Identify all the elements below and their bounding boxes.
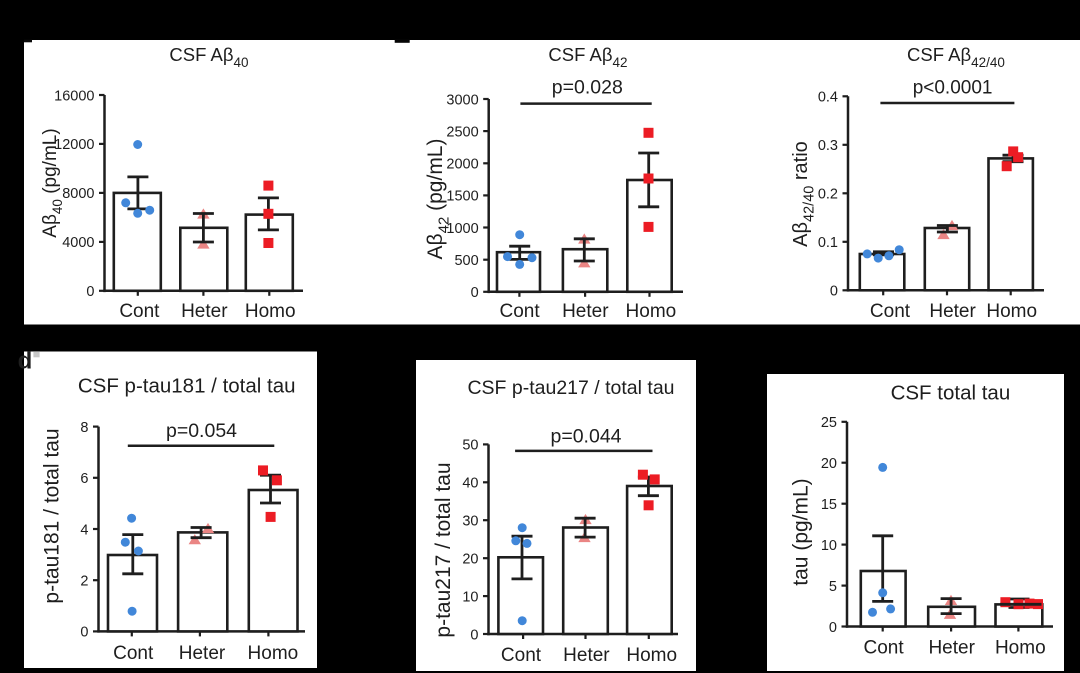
svg-text:p-tau181 / total tau: p-tau181 / total tau: [41, 428, 64, 603]
svg-text:Homo: Homo: [245, 301, 296, 322]
svg-text:CSF total tau: CSF total tau: [891, 382, 1011, 405]
svg-text:0.2: 0.2: [818, 187, 838, 203]
svg-text:Heter: Heter: [562, 301, 609, 322]
svg-text:500: 500: [454, 253, 478, 269]
svg-text:6: 6: [80, 471, 88, 487]
svg-text:0.4: 0.4: [818, 90, 838, 106]
svg-text:40: 40: [462, 476, 478, 492]
svg-text:Homo: Homo: [986, 301, 1037, 322]
svg-text:1000: 1000: [446, 221, 478, 237]
svg-text:2500: 2500: [446, 124, 478, 140]
svg-text:CSF p-tau217 / total tau: CSF p-tau217 / total tau: [467, 377, 674, 399]
svg-text:Heter: Heter: [563, 645, 610, 666]
svg-text:Homo: Homo: [248, 643, 299, 664]
svg-text:4000: 4000: [62, 235, 94, 251]
svg-text:Heter: Heter: [179, 643, 226, 664]
svg-text:1500: 1500: [446, 189, 478, 205]
svg-text:p=0.054: p=0.054: [166, 420, 237, 442]
svg-text:Homo: Homo: [626, 301, 677, 322]
svg-text:Homo: Homo: [995, 638, 1046, 659]
svg-text:0: 0: [830, 284, 838, 300]
svg-text:0: 0: [470, 627, 478, 643]
svg-text:8000: 8000: [62, 186, 94, 202]
svg-text:tau (pg/mL): tau (pg/mL): [790, 478, 813, 585]
svg-text:50: 50: [462, 438, 478, 454]
svg-text:8: 8: [80, 420, 88, 436]
svg-text:0: 0: [829, 620, 837, 636]
svg-text:Aβ40 (pg/mL): Aβ40 (pg/mL): [40, 128, 65, 237]
svg-text:Heter: Heter: [181, 301, 228, 322]
svg-text:10: 10: [821, 538, 837, 554]
svg-text:Cont: Cont: [501, 645, 542, 666]
svg-text:Heter: Heter: [928, 638, 975, 659]
svg-text:20: 20: [462, 552, 478, 568]
svg-text:Cont: Cont: [870, 301, 911, 322]
svg-text:5: 5: [829, 579, 837, 595]
svg-text:0: 0: [86, 284, 94, 300]
svg-text:0.3: 0.3: [818, 138, 838, 154]
svg-text:10: 10: [462, 589, 478, 605]
svg-text:15: 15: [821, 497, 837, 513]
svg-text:CSF p-tau181 / total tau: CSF p-tau181 / total tau: [78, 375, 296, 398]
svg-text:p=0.044: p=0.044: [550, 426, 621, 448]
svg-text:16000: 16000: [54, 88, 94, 104]
svg-text:p<0.0001: p<0.0001: [913, 77, 993, 98]
svg-text:4: 4: [80, 522, 88, 538]
svg-text:d: d: [18, 347, 33, 374]
svg-text:0: 0: [80, 625, 88, 641]
svg-text:20: 20: [821, 456, 837, 472]
svg-text:30: 30: [462, 514, 478, 530]
svg-text:25: 25: [821, 415, 837, 431]
svg-text:Cont: Cont: [500, 301, 541, 322]
svg-text:12000: 12000: [54, 137, 94, 153]
svg-text:Cont: Cont: [864, 638, 905, 659]
svg-text:Aβ42/40 ratio: Aβ42/40 ratio: [790, 141, 818, 247]
svg-text:p=0.028: p=0.028: [552, 77, 623, 99]
svg-text:Cont: Cont: [119, 301, 160, 322]
svg-text:p-tau217 / total tau: p-tau217 / total tau: [432, 462, 455, 637]
svg-text:0.1: 0.1: [818, 235, 838, 251]
svg-text:Cont: Cont: [113, 643, 154, 664]
svg-text:2000: 2000: [446, 157, 478, 173]
svg-text:Homo: Homo: [626, 645, 677, 666]
svg-text:Heter: Heter: [929, 301, 976, 322]
svg-text:0: 0: [471, 285, 479, 301]
svg-text:2: 2: [80, 574, 88, 590]
svg-text:3000: 3000: [446, 92, 478, 108]
